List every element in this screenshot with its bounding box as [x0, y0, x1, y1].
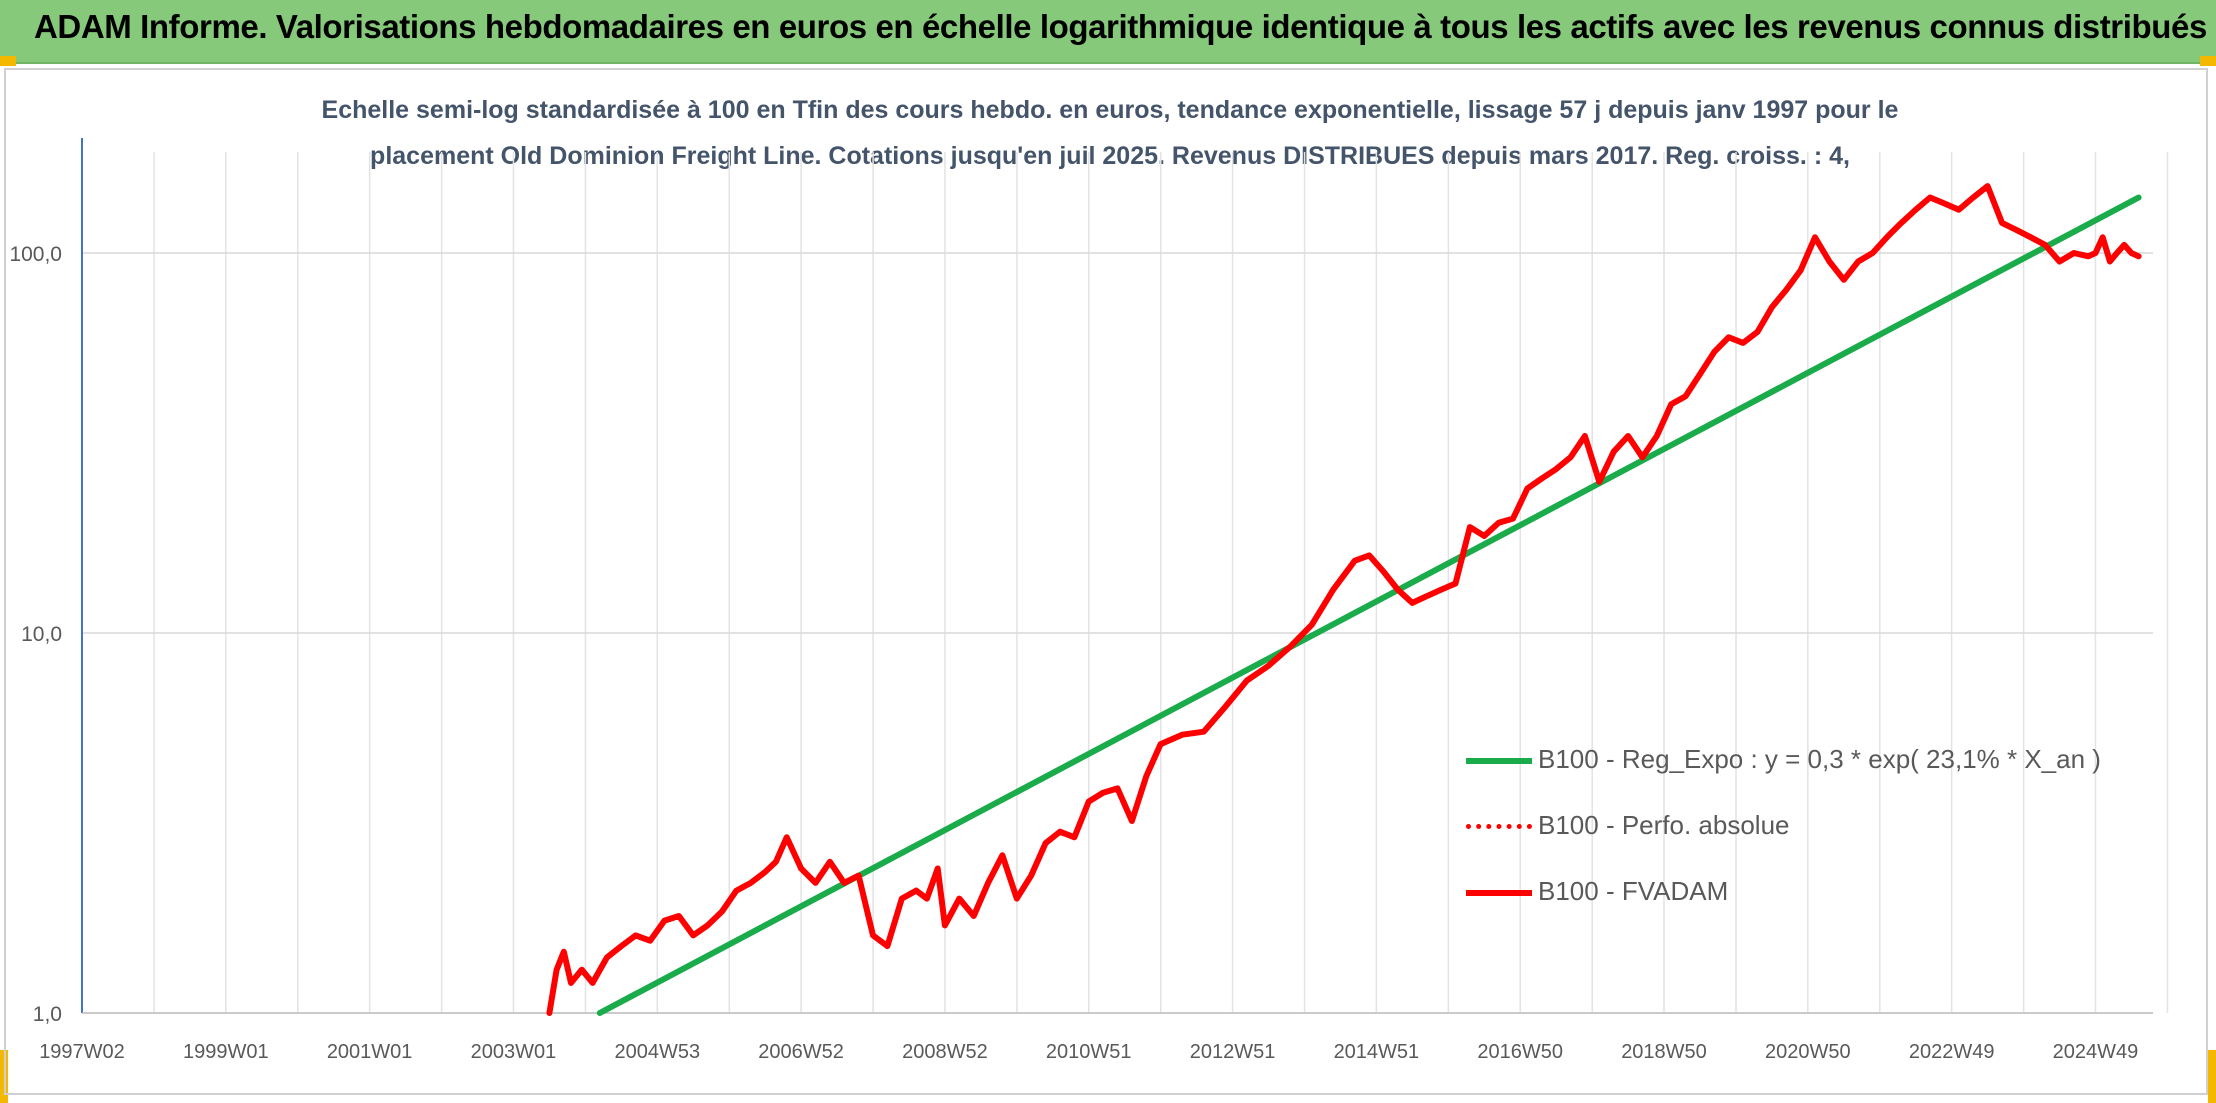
x-tick-label: 2010W51 [1046, 1041, 1132, 1063]
corner-marker-right [2200, 56, 2216, 66]
x-tick-label: 2014W51 [1334, 1041, 1420, 1063]
chart-title-line-1: Echelle semi-log standardisée à 100 en T… [321, 96, 1899, 124]
report-header: ADAM Informe. Valorisations hebdomadaire… [0, 0, 2216, 64]
legend-label-fvadam: B100 - FVADAM [1538, 876, 1729, 906]
x-tick-label: 2001W01 [327, 1041, 413, 1063]
legend-swatch-reg-expo [1466, 758, 1532, 764]
legend-label-reg-expo: B100 - Reg_Expo : y = 0,3 * exp( 23,1% *… [1538, 744, 2101, 774]
x-tick-label: 1997W02 [39, 1041, 125, 1063]
legend-swatch-perfo-absolue [1466, 824, 1532, 829]
series-line-2 [546, 183, 2142, 1016]
x-tick-label: 2004W53 [614, 1041, 700, 1063]
corner-marker-left [0, 56, 16, 66]
x-tick-label: 2020W50 [1765, 1041, 1851, 1063]
y-tick-label: 1,0 [33, 1003, 62, 1026]
x-tick-label: 2006W52 [758, 1041, 844, 1063]
x-tick-label: 2018W50 [1621, 1041, 1707, 1063]
x-tick-label: 2024W49 [2053, 1041, 2139, 1063]
corner-marker-bottom-right [2208, 1050, 2216, 1103]
x-tick-label: 2003W01 [471, 1041, 557, 1063]
x-tick-label: 2012W51 [1190, 1041, 1276, 1063]
report-title: ADAM Informe. Valorisations hebdomadaire… [34, 8, 2207, 45]
chart-frame [4, 68, 2208, 1095]
legend-swatch-fvadam [1466, 890, 1532, 896]
y-tick-label: 100,0 [9, 243, 62, 266]
x-tick-label: 1999W01 [183, 1041, 269, 1063]
chart-title-line-2: placement Old Dominion Freight Line. Cot… [370, 142, 1850, 170]
x-tick-label: 2016W50 [1477, 1041, 1563, 1063]
legend-label-perfo-absolue: B100 - Perfo. absolue [1538, 810, 1790, 840]
x-tick-label: 2008W52 [902, 1041, 988, 1063]
x-tick-label: 2022W49 [1909, 1041, 1995, 1063]
y-tick-label: 10,0 [21, 623, 62, 646]
series-line-0 [596, 194, 2142, 1016]
